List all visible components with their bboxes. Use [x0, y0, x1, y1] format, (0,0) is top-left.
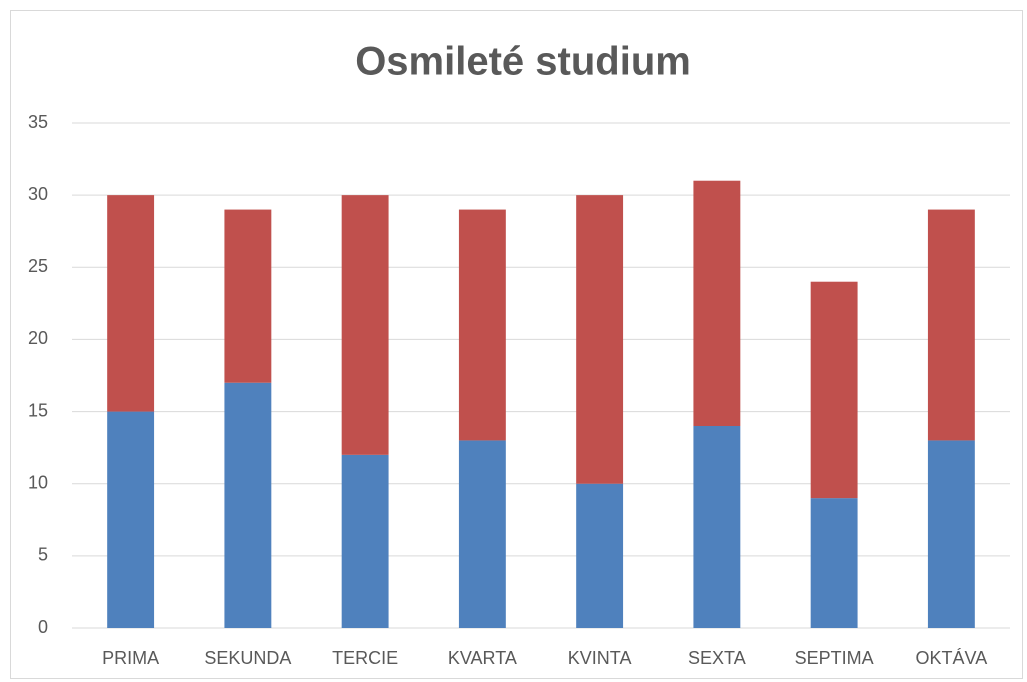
bar-segment	[927, 440, 975, 628]
x-tick-label: SEKUNDA	[204, 648, 291, 668]
x-tick-label: PRIMA	[102, 648, 159, 668]
bar-segment	[224, 382, 272, 628]
bar-segment	[458, 209, 506, 441]
bar-segment	[341, 454, 389, 628]
x-tick-label: KVINTA	[568, 648, 632, 668]
bar-segment	[927, 209, 975, 441]
bar-segment	[458, 440, 506, 628]
x-tick-label: OKTÁVA	[916, 648, 988, 668]
chart-title: Osmileté studium	[355, 40, 691, 84]
bar-segment	[224, 209, 272, 383]
bar-segment	[693, 180, 741, 426]
y-tick-label: 15	[28, 400, 48, 420]
bar-segment	[107, 195, 155, 412]
bar-segment	[341, 195, 389, 455]
bar-segment	[576, 483, 624, 628]
y-tick-label: 35	[28, 112, 48, 132]
bar-segment	[810, 281, 858, 499]
bar-segment	[107, 411, 155, 628]
x-tick-label: SEXTA	[688, 648, 746, 668]
x-tick-label: SEPTIMA	[795, 648, 874, 668]
y-tick-label: 25	[28, 256, 48, 276]
chart-border	[10, 10, 1023, 679]
x-tick-label: TERCIE	[332, 648, 398, 668]
y-tick-label: 30	[28, 184, 48, 204]
bar-segment	[810, 498, 858, 628]
bar-segment	[576, 195, 624, 484]
x-tick-label: KVARTA	[448, 648, 517, 668]
y-tick-label: 10	[28, 472, 48, 492]
y-tick-label: 20	[28, 328, 48, 348]
y-tick-label: 5	[38, 545, 48, 565]
bar-segment	[693, 426, 741, 628]
y-tick-label: 0	[38, 617, 48, 637]
